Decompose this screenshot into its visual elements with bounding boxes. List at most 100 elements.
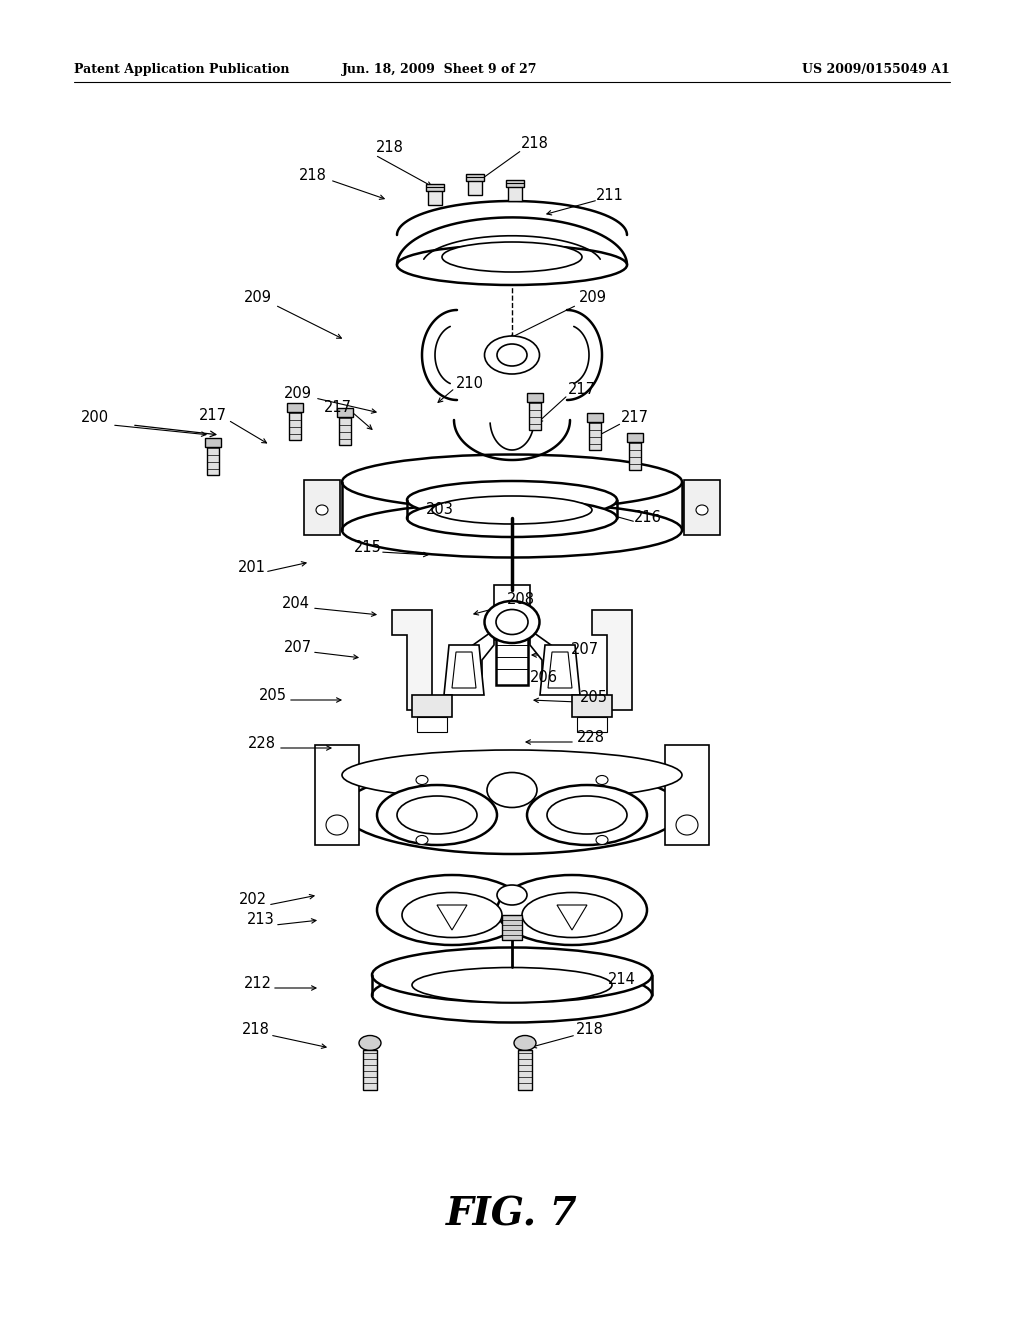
Polygon shape xyxy=(557,906,587,931)
Text: 200: 200 xyxy=(81,411,110,425)
Ellipse shape xyxy=(342,750,682,800)
Bar xyxy=(518,1049,532,1090)
Ellipse shape xyxy=(342,503,682,557)
Polygon shape xyxy=(548,652,572,688)
Bar xyxy=(466,174,484,181)
Text: 217: 217 xyxy=(199,408,227,422)
Ellipse shape xyxy=(397,246,627,285)
Ellipse shape xyxy=(497,884,527,906)
Bar xyxy=(589,420,601,450)
Text: 210: 210 xyxy=(456,375,484,391)
Bar xyxy=(508,183,522,201)
Polygon shape xyxy=(530,630,572,685)
Text: 218: 218 xyxy=(376,140,403,156)
Text: 203: 203 xyxy=(426,503,454,517)
Bar xyxy=(207,445,219,475)
Bar xyxy=(315,744,359,845)
Text: 204: 204 xyxy=(282,595,310,610)
Polygon shape xyxy=(592,610,632,710)
Polygon shape xyxy=(444,645,484,696)
Bar xyxy=(496,635,528,685)
Polygon shape xyxy=(452,652,476,688)
Bar xyxy=(289,411,301,440)
Polygon shape xyxy=(437,906,467,931)
Ellipse shape xyxy=(372,968,652,1023)
Ellipse shape xyxy=(596,776,608,784)
Text: 207: 207 xyxy=(284,640,312,656)
Ellipse shape xyxy=(416,776,428,784)
Bar xyxy=(428,187,442,205)
Bar xyxy=(339,414,351,445)
Ellipse shape xyxy=(484,601,540,643)
Text: 217: 217 xyxy=(568,383,596,397)
Ellipse shape xyxy=(407,499,617,537)
Ellipse shape xyxy=(316,506,328,515)
Text: 228: 228 xyxy=(248,735,276,751)
Ellipse shape xyxy=(527,785,647,845)
Text: 214: 214 xyxy=(608,973,636,987)
Ellipse shape xyxy=(522,892,622,937)
Bar xyxy=(468,177,482,195)
Ellipse shape xyxy=(377,875,527,945)
Bar xyxy=(572,696,612,717)
Ellipse shape xyxy=(484,337,540,374)
Text: 209: 209 xyxy=(284,385,312,400)
Bar xyxy=(287,403,303,412)
Ellipse shape xyxy=(372,948,652,1002)
Ellipse shape xyxy=(696,506,708,515)
Ellipse shape xyxy=(487,772,537,808)
Text: 211: 211 xyxy=(596,187,624,202)
Ellipse shape xyxy=(514,1035,536,1051)
Polygon shape xyxy=(540,645,580,696)
Bar xyxy=(577,717,607,733)
Text: 217: 217 xyxy=(324,400,352,416)
Ellipse shape xyxy=(342,454,682,510)
Ellipse shape xyxy=(407,480,617,519)
Ellipse shape xyxy=(432,496,592,524)
Text: 218: 218 xyxy=(521,136,549,150)
Text: 201: 201 xyxy=(238,561,266,576)
Ellipse shape xyxy=(377,785,497,845)
Bar xyxy=(362,1049,377,1090)
Text: 218: 218 xyxy=(242,1023,270,1038)
Bar xyxy=(527,393,543,403)
Text: 207: 207 xyxy=(571,643,599,657)
Ellipse shape xyxy=(416,836,428,845)
Ellipse shape xyxy=(547,796,627,834)
Text: FIG. 7: FIG. 7 xyxy=(446,1196,578,1234)
Bar xyxy=(304,480,340,535)
Bar xyxy=(684,480,720,535)
Ellipse shape xyxy=(412,968,612,1002)
Bar xyxy=(627,433,643,442)
Polygon shape xyxy=(452,630,494,685)
Ellipse shape xyxy=(342,766,682,854)
Text: 208: 208 xyxy=(507,593,535,607)
Bar xyxy=(412,696,452,717)
Ellipse shape xyxy=(596,836,608,845)
Text: Jun. 18, 2009  Sheet 9 of 27: Jun. 18, 2009 Sheet 9 of 27 xyxy=(342,63,538,77)
Text: 217: 217 xyxy=(621,411,649,425)
Text: Patent Application Publication: Patent Application Publication xyxy=(74,63,290,77)
Bar xyxy=(494,585,530,640)
Bar xyxy=(665,744,709,845)
Text: 212: 212 xyxy=(244,975,272,990)
Bar xyxy=(205,438,221,447)
Bar xyxy=(529,400,541,430)
Text: 209: 209 xyxy=(244,290,272,305)
Text: 202: 202 xyxy=(239,892,267,908)
Text: 213: 213 xyxy=(247,912,274,928)
Bar xyxy=(426,183,444,191)
Ellipse shape xyxy=(359,1035,381,1051)
Ellipse shape xyxy=(442,242,582,272)
Bar xyxy=(337,408,353,417)
Text: 218: 218 xyxy=(299,168,327,182)
Ellipse shape xyxy=(496,610,528,635)
Polygon shape xyxy=(392,610,432,710)
Ellipse shape xyxy=(326,814,348,836)
Text: 209: 209 xyxy=(579,290,607,305)
Text: 205: 205 xyxy=(580,690,608,705)
Bar xyxy=(506,180,524,187)
Text: 206: 206 xyxy=(530,671,558,685)
Bar xyxy=(417,717,447,733)
Bar xyxy=(629,440,641,470)
